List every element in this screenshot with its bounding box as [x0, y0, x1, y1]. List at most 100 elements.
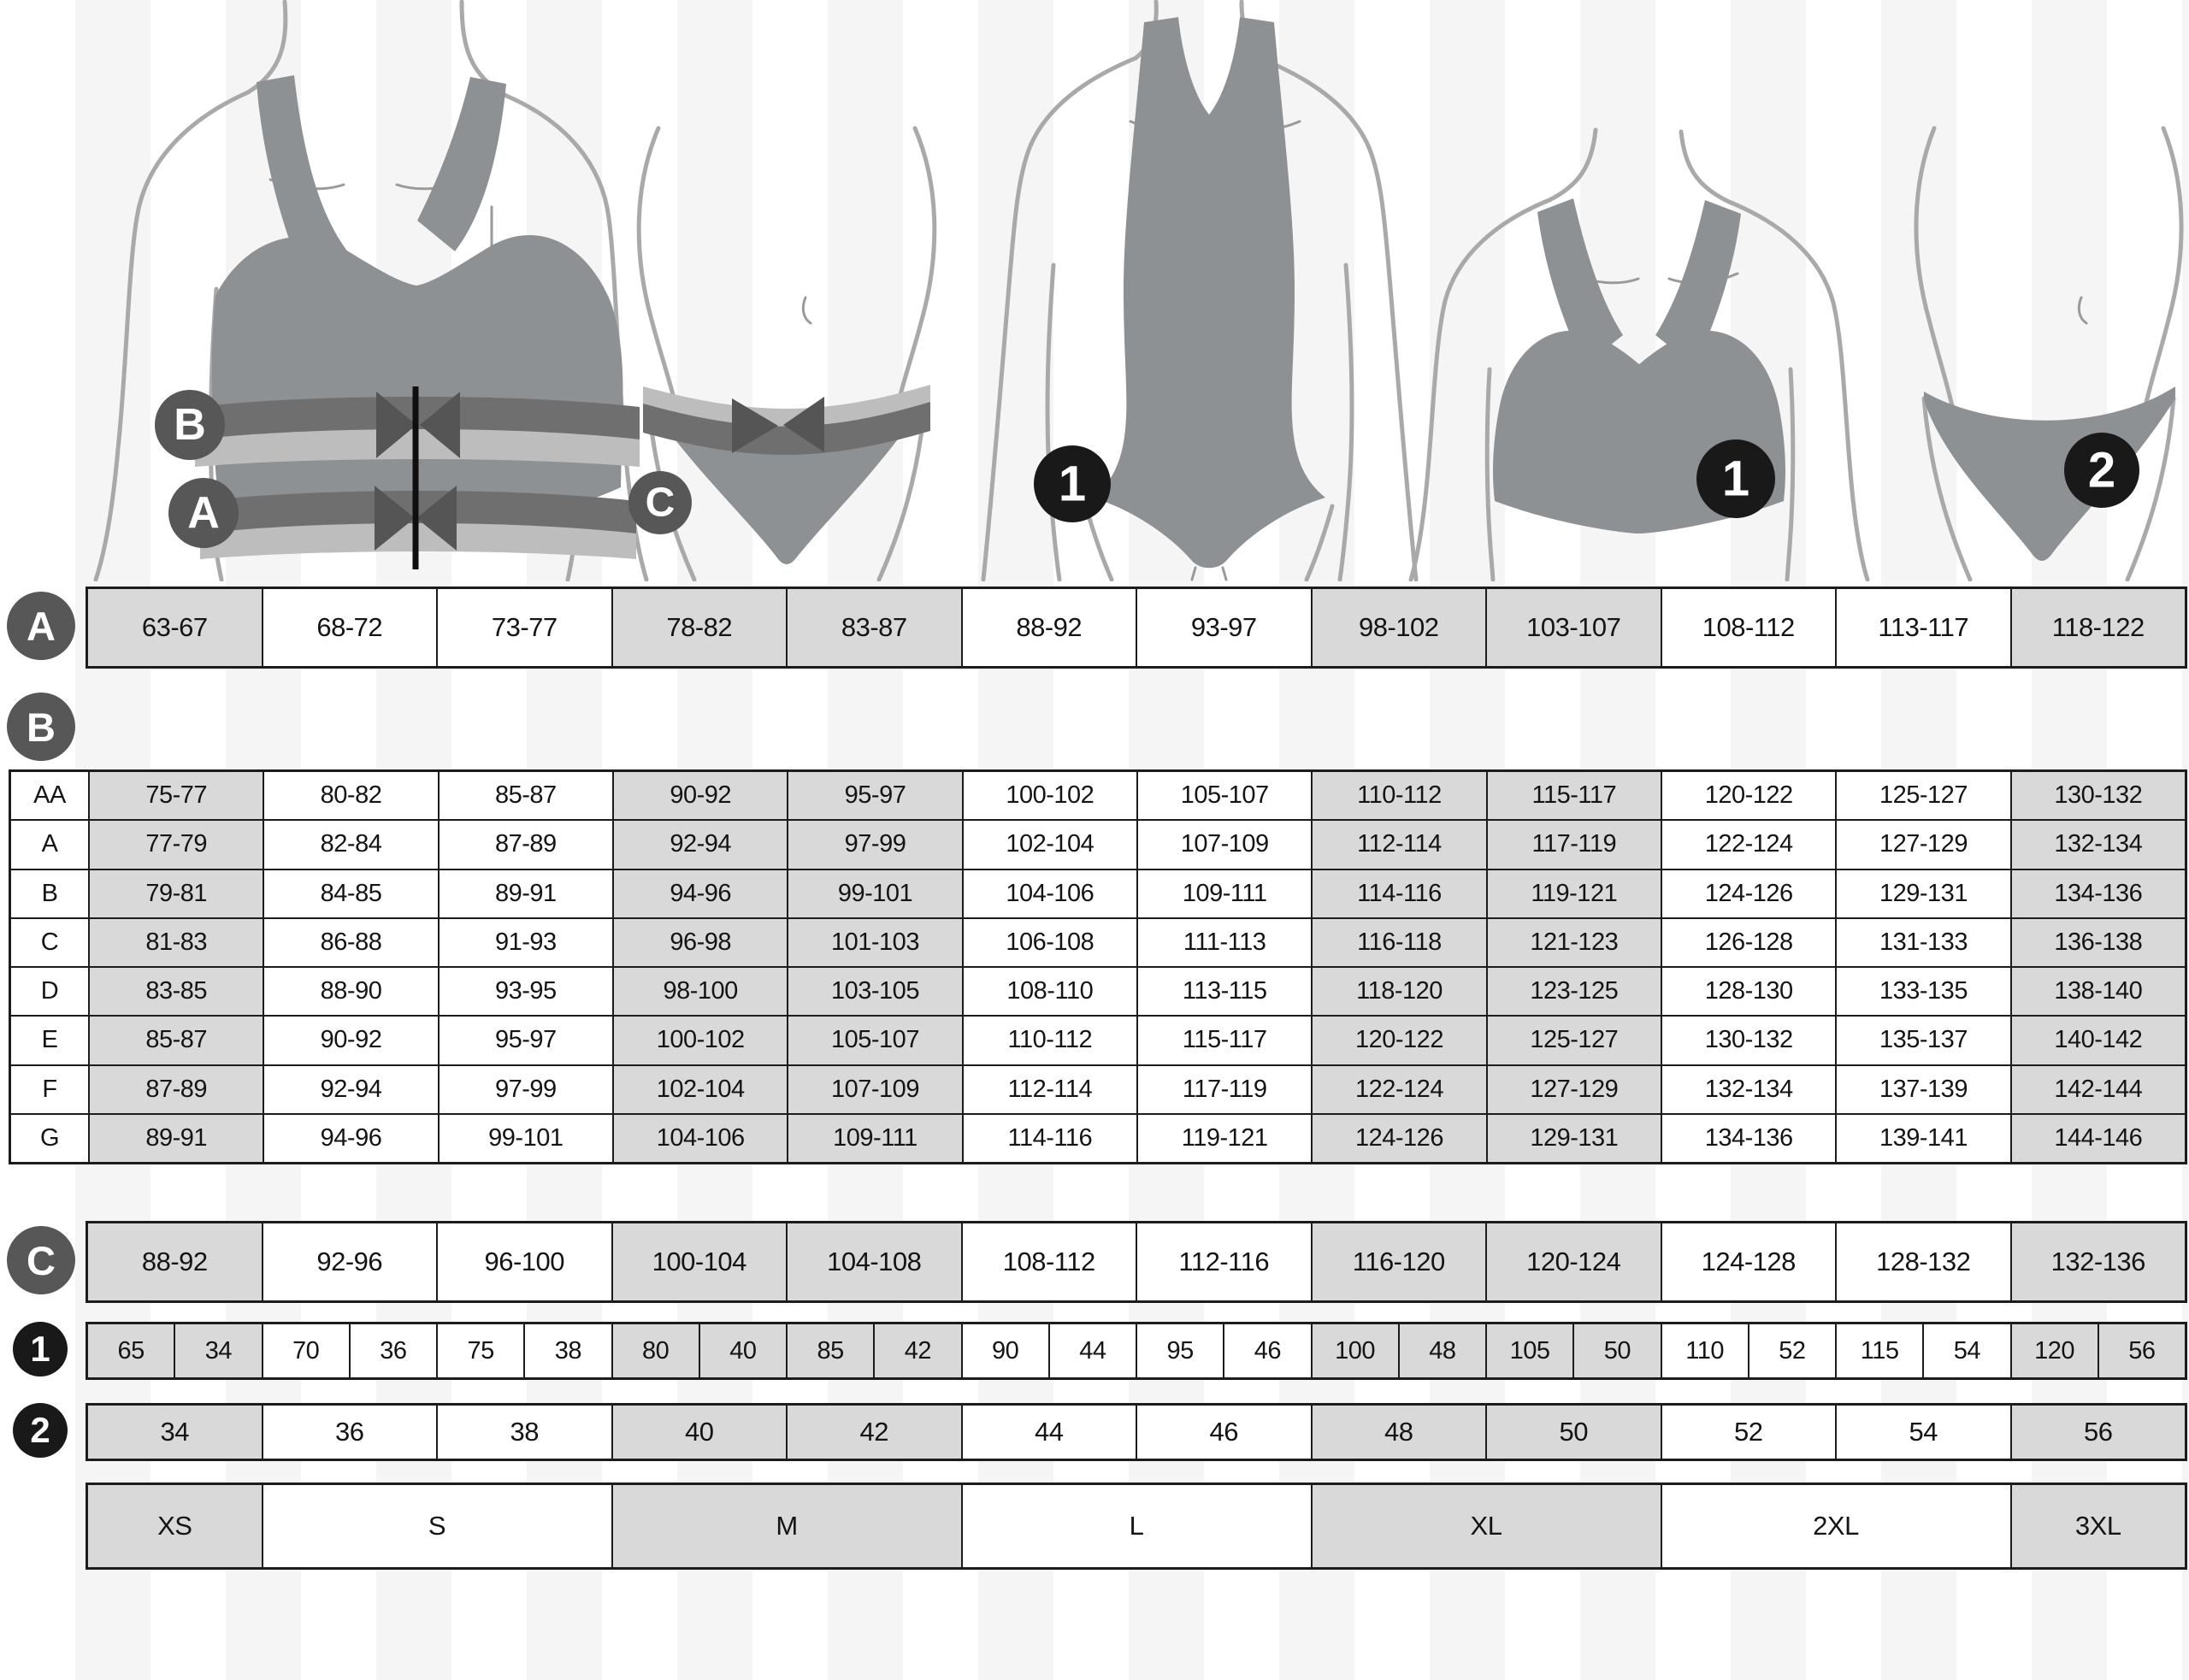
bust-range-cell: 92-94 [263, 1064, 439, 1114]
hip-tape-light [643, 385, 930, 427]
bust-range-cell: 116-118 [1312, 917, 1487, 967]
bra-badge-label: 1 [1722, 451, 1749, 507]
bust-range-cell: 81-83 [89, 917, 264, 967]
bust-range-cell: 87-89 [89, 1064, 264, 1114]
bust-range-cell: 104-106 [612, 1113, 788, 1163]
arrow-left-icon [783, 397, 824, 452]
bust-range-cell: 105-107 [1136, 771, 1313, 821]
bust-table-badge: B [7, 693, 75, 761]
bra-size-cell: 34 [174, 1323, 263, 1378]
bra-size-cell: 42 [874, 1323, 962, 1378]
bust-range-cell: 79-81 [89, 869, 264, 918]
hip-range-cell: 112-116 [1136, 1223, 1312, 1301]
bust-range-cell: 142-144 [2010, 1064, 2186, 1114]
bust-range-cell: 127-129 [1836, 820, 2011, 869]
bra-size-cell: 90 [961, 1323, 1049, 1378]
panty-size-cell: 36 [262, 1405, 437, 1459]
bra-sizes-row: 65 34 70 36 75 38 80 40 85 42 90 44 95 46 100 48 105 50 11… [86, 1322, 2187, 1380]
hip-range-cell: 124-128 [1661, 1223, 1836, 1301]
bra-size-cell: 70 [262, 1323, 350, 1378]
panties [1924, 386, 2175, 561]
underbust-range-cell: 83-87 [787, 588, 962, 667]
underbust-range-cell: 118-122 [2010, 588, 2186, 667]
bust-table-row: D 83-85 88-90 93-95 98-100 103-105 108-110 113… [10, 967, 2186, 1017]
bra-size-cell: 65 [87, 1323, 175, 1378]
bust-range-cell: 126-128 [1661, 917, 1837, 967]
bust-range-cell: 104-106 [962, 869, 1137, 918]
measure-c-badge [628, 471, 692, 534]
hip-range-cell: 132-136 [2010, 1223, 2186, 1301]
bust-range-cell: 134-136 [1661, 1113, 1837, 1163]
measure-a-badge [168, 478, 239, 548]
bra-size-cell: 56 [2098, 1323, 2186, 1378]
bust-range-cell: 108-110 [962, 967, 1137, 1017]
bust-range-cell: 88-90 [263, 967, 439, 1017]
bust-table-row: B 79-81 84-85 89-91 94-96 99-101 104-106 109-1… [10, 869, 2186, 918]
bust-range-cell: 103-105 [788, 967, 963, 1017]
bust-range-cell: 91-93 [438, 917, 613, 967]
hip-range-cell: 96-100 [437, 1223, 612, 1301]
underbust-range-cell: 88-92 [961, 588, 1136, 667]
bust-range-cell: 117-119 [1136, 1064, 1313, 1114]
bust-range-cell: 94-96 [263, 1113, 439, 1163]
bust-range-cell: 97-99 [788, 820, 963, 869]
hips-measurement-figure: C [628, 126, 937, 581]
bust-range-cell: 90-92 [263, 1016, 439, 1065]
bust-range-cell: 140-142 [2010, 1016, 2186, 1065]
bust-range-cell: 112-114 [962, 1064, 1137, 1114]
bra-size-cell: 105 [1486, 1323, 1574, 1378]
bust-range-cell: 123-125 [1486, 967, 1661, 1017]
underbust-range-cell: 98-102 [1311, 588, 1486, 667]
bust-range-cell: 124-126 [1312, 1113, 1487, 1163]
bra-size-cell: 54 [1923, 1323, 2011, 1378]
bra-size-cell: 40 [699, 1323, 787, 1378]
bust-range-cell: 85-87 [438, 771, 613, 821]
bust-table-row: F 87-89 92-94 97-99 102-104 107-109 112-114 11… [10, 1064, 2186, 1114]
cup-letter-cell: F [10, 1064, 89, 1114]
bust-range-cell: 97-99 [438, 1064, 613, 1114]
swimsuit [1093, 17, 1325, 569]
panty-size-cell: 54 [1836, 1405, 2011, 1459]
bust-table-row: G 89-91 94-96 99-101 104-106 109-111 114-116 1… [10, 1113, 2186, 1163]
cup-letter-cell: G [10, 1113, 89, 1163]
bust-range-cell: 90-92 [612, 771, 788, 821]
bust-range-cell: 117-119 [1486, 820, 1661, 869]
bust-range-cell: 112-114 [1312, 820, 1487, 869]
hip-range-cell: 104-108 [787, 1223, 962, 1301]
measure-a-label: A [187, 488, 220, 538]
bust-range-cell: 86-88 [263, 917, 439, 967]
bust-table-row: AA 75-77 80-82 85-87 90-92 95-97 100-102 105-1… [10, 771, 2186, 821]
bust-range-cell: 120-122 [1661, 771, 1837, 821]
bra-size-cell: 115 [1836, 1323, 1924, 1378]
bust-range-cell: 94-96 [612, 869, 788, 918]
cup-letter-cell: B [10, 869, 89, 918]
figure-illustrations: B A C [93, 0, 2184, 581]
underbust-range-cell: 68-72 [262, 588, 437, 667]
arrow-left-icon [420, 392, 460, 458]
arrow-right-icon [376, 392, 416, 458]
bust-range-cell: 134-136 [2010, 869, 2186, 918]
bust-range-cell: 96-98 [612, 917, 788, 967]
bra-size-cell: 110 [1661, 1323, 1749, 1378]
bust-range-cell: 120-122 [1312, 1016, 1487, 1065]
bra-size-cell: 75 [437, 1323, 525, 1378]
international-size-cell: 3XL [2010, 1484, 2186, 1568]
bust-range-cell: 138-140 [2010, 967, 2186, 1017]
underbust-range-cell: 113-117 [1836, 588, 2011, 667]
panties-badge [2064, 433, 2139, 508]
bust-range-cell: 102-104 [612, 1064, 788, 1114]
bra-size-cell: 100 [1311, 1323, 1399, 1378]
bust-range-cell: 95-97 [788, 771, 963, 821]
bust-range-cell: 89-91 [438, 869, 613, 918]
bust-range-cell: 105-107 [788, 1016, 963, 1065]
international-size-cell: XL [1311, 1484, 1661, 1568]
panty-size-cell: 44 [961, 1405, 1136, 1459]
bust-range-cell: 132-134 [1661, 1064, 1837, 1114]
bust-range-cell: 115-117 [1136, 1016, 1313, 1065]
bust-range-cell: 92-94 [612, 820, 788, 869]
arrow-left-icon [416, 486, 457, 551]
bust-range-cell: 110-112 [962, 1016, 1137, 1065]
underbust-range-cell: 108-112 [1661, 588, 1836, 667]
underbust-range-cell: 73-77 [437, 588, 612, 667]
panty-size-cell: 48 [1311, 1405, 1486, 1459]
